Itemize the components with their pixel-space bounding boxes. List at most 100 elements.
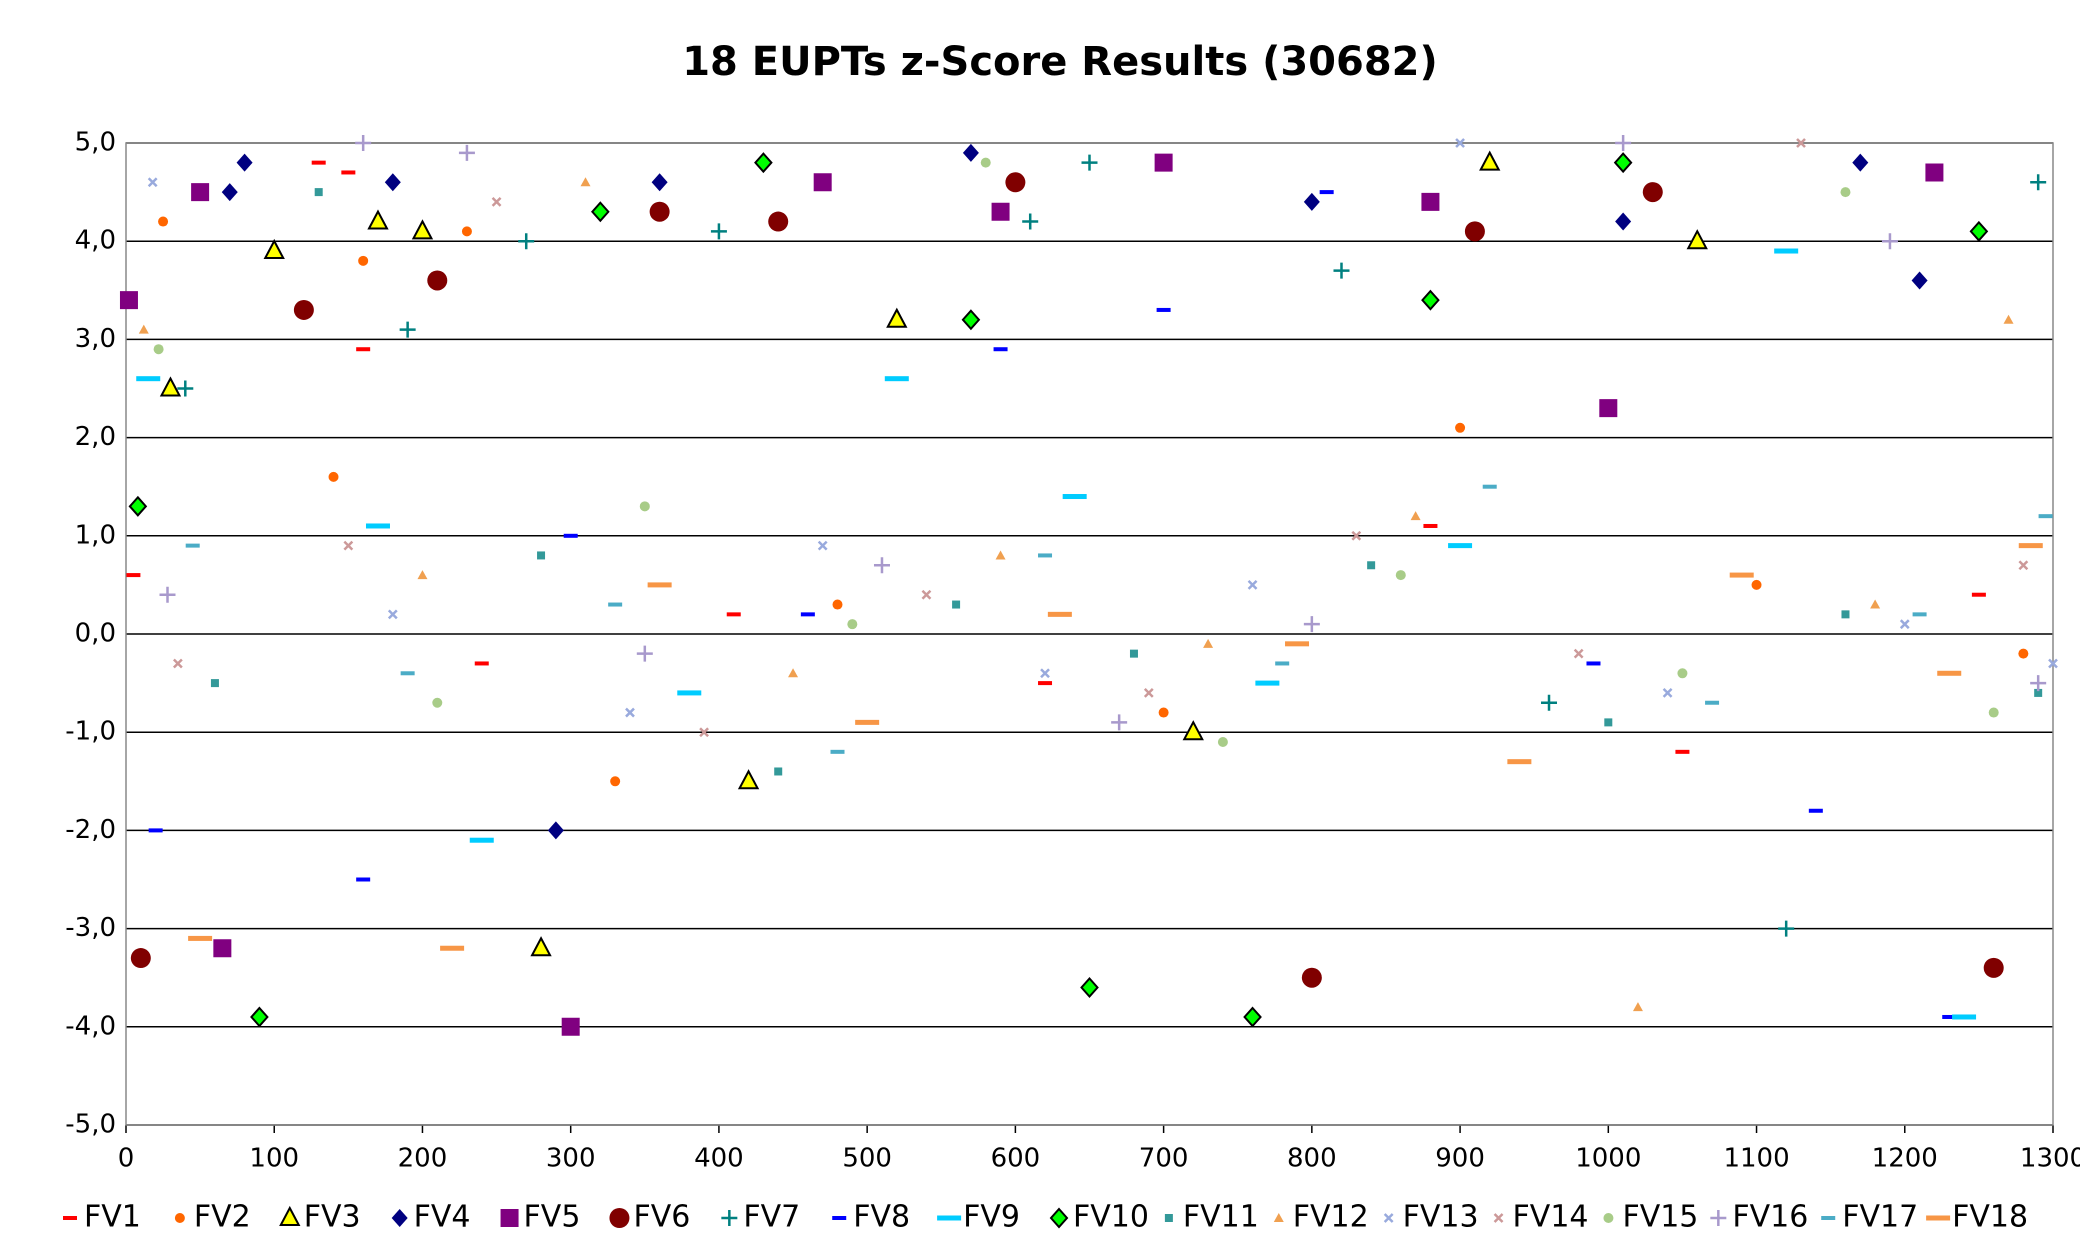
marker xyxy=(1841,610,1850,619)
marker xyxy=(677,690,702,696)
marker xyxy=(1275,661,1290,666)
legend-marker xyxy=(1493,1213,1504,1223)
marker xyxy=(1808,808,1823,813)
y-tick-label: 4,0 xyxy=(75,226,116,256)
legend-marker xyxy=(1710,1210,1727,1226)
marker xyxy=(647,582,672,588)
legend-label: FV2 xyxy=(194,1200,251,1233)
marker xyxy=(1154,153,1173,172)
marker xyxy=(1662,688,1673,698)
marker xyxy=(210,679,219,688)
series xyxy=(126,160,1986,754)
y-tick-label: 2,0 xyxy=(75,422,116,452)
marker xyxy=(1586,661,1601,666)
legend-marker xyxy=(174,1213,185,1223)
legend-marker xyxy=(391,1209,408,1227)
legend-marker xyxy=(1049,1207,1069,1229)
series xyxy=(185,484,2053,754)
marker xyxy=(1143,688,1154,698)
x-tick-label: 1300 xyxy=(2020,1144,2080,1174)
x-tick-label: 200 xyxy=(398,1144,448,1174)
marker xyxy=(172,658,183,669)
marker xyxy=(855,719,880,725)
series xyxy=(159,135,2047,731)
series xyxy=(221,143,1928,840)
series xyxy=(119,153,1944,1036)
series xyxy=(177,154,2047,937)
marker xyxy=(1840,187,1851,198)
legend-label: FV17 xyxy=(1842,1200,1918,1233)
marker xyxy=(461,226,472,237)
marker xyxy=(993,347,1008,352)
marker xyxy=(343,540,354,551)
marker xyxy=(1423,523,1438,528)
marker xyxy=(1285,641,1310,647)
marker xyxy=(1615,212,1632,231)
marker xyxy=(1642,182,1663,203)
marker xyxy=(293,299,314,320)
marker xyxy=(547,821,564,840)
marker xyxy=(537,551,546,560)
marker xyxy=(1482,484,1497,489)
marker xyxy=(185,543,200,548)
marker xyxy=(2003,314,2014,324)
marker xyxy=(1852,153,1869,172)
legend-marker xyxy=(1926,1215,1951,1221)
marker xyxy=(1942,1014,1957,1019)
marker xyxy=(1675,749,1690,754)
series xyxy=(159,150,1708,957)
x-tick-label: 900 xyxy=(1435,1144,1485,1174)
marker xyxy=(1319,190,1334,195)
marker xyxy=(1870,599,1881,609)
marker xyxy=(1455,138,1465,148)
marker xyxy=(491,197,502,207)
legend-label: FV1 xyxy=(84,1200,141,1233)
marker xyxy=(1182,720,1204,741)
marker xyxy=(980,157,991,168)
marker xyxy=(518,233,535,250)
y-tick-label: 3,0 xyxy=(75,324,116,354)
marker xyxy=(1410,511,1421,521)
marker xyxy=(884,376,909,382)
marker xyxy=(921,589,932,600)
x-tick-label: 1100 xyxy=(1723,1144,1789,1174)
marker xyxy=(365,523,390,529)
marker xyxy=(432,697,443,708)
marker xyxy=(263,238,285,260)
marker xyxy=(399,321,416,338)
marker xyxy=(250,1006,269,1028)
marker xyxy=(1421,192,1440,211)
marker xyxy=(726,612,741,617)
marker xyxy=(1040,668,1050,679)
legend-label: FV5 xyxy=(524,1200,581,1233)
marker xyxy=(191,183,210,202)
series xyxy=(153,157,1999,748)
y-tick-label: -2,0 xyxy=(65,815,116,845)
marker xyxy=(1455,422,1466,433)
marker xyxy=(1573,648,1584,659)
x-tick-label: 800 xyxy=(1287,1144,1337,1174)
marker xyxy=(995,550,1006,560)
series xyxy=(147,138,2058,718)
marker xyxy=(1081,154,1098,171)
y-tick-label: 5,0 xyxy=(75,128,116,158)
marker xyxy=(1038,681,1053,686)
y-tick-label: -1,0 xyxy=(65,717,116,747)
marker xyxy=(400,671,415,676)
marker xyxy=(1541,694,1558,711)
series xyxy=(210,188,2043,776)
marker xyxy=(1247,580,1258,590)
marker xyxy=(417,570,428,580)
legend-label: FV14 xyxy=(1513,1200,1589,1233)
marker xyxy=(962,143,979,162)
marker xyxy=(1988,707,1999,718)
marker xyxy=(1751,579,1762,590)
marker xyxy=(177,380,194,397)
marker xyxy=(236,153,253,172)
x-tick-label: 1000 xyxy=(1575,1144,1641,1174)
marker xyxy=(1613,152,1633,174)
chart-title: 18 EUPTs z-Score Results (30682) xyxy=(682,39,1438,85)
marker xyxy=(188,935,213,941)
marker xyxy=(440,945,465,951)
